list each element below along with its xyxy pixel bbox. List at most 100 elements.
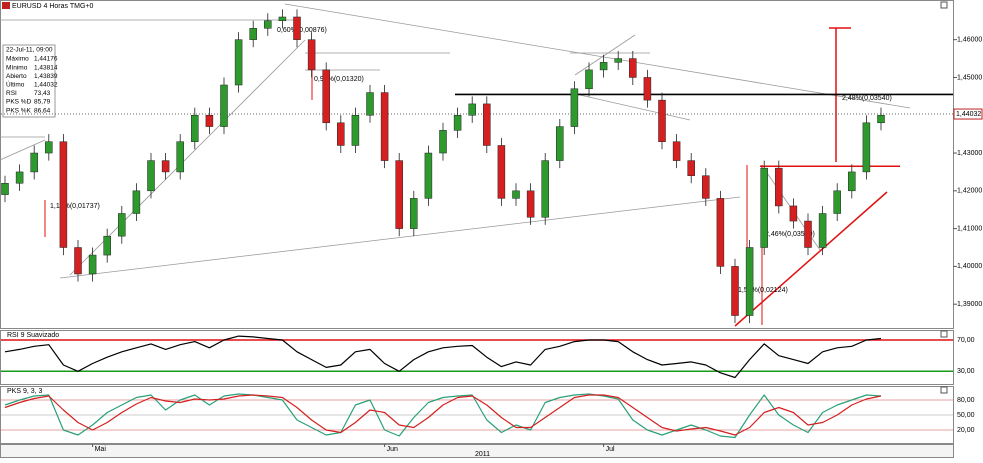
trendline — [579, 94, 691, 121]
candle-body — [775, 167, 783, 207]
candle-body — [833, 190, 841, 214]
candle-body — [702, 175, 710, 199]
candle-body — [147, 160, 155, 192]
info-label: PKS %D — [6, 99, 32, 106]
y-tick-label: 50,00 — [957, 412, 975, 419]
candle-body — [118, 213, 126, 237]
candle-body — [497, 145, 506, 199]
info-label: Mínimo — [6, 64, 28, 71]
candle-body — [103, 235, 111, 256]
candle-body — [132, 190, 141, 214]
symbol-icon — [2, 2, 10, 9]
y-tick-label: 1,43000 — [957, 150, 982, 157]
candle-body — [599, 62, 608, 71]
x-tick-label: Mai — [95, 446, 107, 453]
candle-body — [658, 99, 666, 142]
candle-body — [745, 247, 754, 316]
annotation: 2,46%(0,03540) — [765, 231, 815, 238]
annotation: 0,60%(0,00876) — [277, 27, 327, 34]
info-label: Último — [6, 80, 25, 89]
candle-body — [877, 114, 885, 124]
trendlines — [0, 3, 911, 279]
info-label: Máximo — [6, 56, 29, 63]
panel-title: RSI 9 Suavizado — [7, 332, 59, 339]
y-tick-label: 1,41000 — [957, 225, 982, 232]
price-panel — [0, 0, 954, 329]
maximize-button[interactable] — [940, 330, 948, 338]
info-date: 22-Jul-11, 09:00 — [6, 47, 53, 54]
candle-body — [161, 160, 170, 173]
trendline — [284, 3, 911, 109]
support-line — [734, 191, 888, 327]
indicator-line — [4, 335, 882, 379]
x-tick-label: Jun — [387, 446, 398, 453]
info-value: 1,44176 — [34, 56, 58, 63]
candle-body — [191, 114, 199, 142]
candle-body — [88, 254, 97, 275]
candle-body — [687, 160, 695, 176]
candle-body — [395, 160, 403, 229]
candle-body — [760, 167, 768, 248]
candle-body — [526, 190, 535, 218]
annotation: 2,48%(0,03540) — [842, 95, 892, 102]
candle-body — [410, 198, 418, 229]
candle-body — [74, 247, 82, 275]
candle-body — [614, 58, 622, 63]
candle-body — [59, 141, 68, 248]
annotation: 1,19%(0,01737) — [50, 203, 100, 210]
candle-body — [453, 114, 462, 131]
info-label: PKS %K — [6, 107, 32, 114]
indicator-line — [4, 394, 882, 436]
candle-body — [468, 103, 476, 116]
candle-body — [716, 198, 725, 267]
candle-body — [731, 266, 739, 316]
panel-title: PKS 9, 3, 3 — [7, 388, 43, 395]
candle-body — [804, 220, 812, 248]
info-box: 22-Jul-11, 09:00 Máximo 1,44176 Mínimo 1,43… — [2, 44, 58, 118]
trendline — [0, 139, 46, 161]
candle-body — [848, 171, 856, 192]
y-tick-label: 1,42000 — [957, 188, 982, 195]
candle-body — [789, 205, 798, 222]
candle-body — [15, 171, 24, 184]
candle-body — [30, 152, 38, 173]
y-tick-label: 80,00 — [957, 397, 975, 404]
candle-body — [818, 213, 827, 248]
candle-body — [672, 141, 681, 161]
annotation: 1,53%(0,02124) — [738, 287, 788, 294]
candle-body — [556, 126, 564, 161]
indicator-line — [4, 393, 882, 439]
maximize-button[interactable] — [940, 1, 948, 9]
candle-body — [570, 88, 579, 127]
candle-body — [293, 16, 301, 40]
y-tick-label: 70,00 — [957, 337, 975, 344]
y-tick-label: 1,45000 — [957, 74, 982, 81]
candle-body — [629, 58, 637, 78]
y-tick-label: 1,46000 — [957, 37, 982, 44]
y-tick-label: 30,00 — [957, 368, 975, 375]
trendline — [574, 34, 636, 76]
candle-body — [1, 183, 9, 195]
info-box-frame — [2, 44, 56, 118]
candle-body — [307, 39, 316, 71]
stoch-panel — [0, 386, 954, 444]
candle-body — [264, 20, 272, 29]
info-value: 1,43814 — [34, 64, 58, 71]
maximize-button[interactable] — [940, 386, 948, 394]
candle-body — [322, 69, 330, 124]
annotations: 0,60%(0,00876) 0,91%(0,01320) 1,19%(0,01… — [50, 27, 892, 294]
rsi-panel — [0, 330, 954, 385]
candle-body — [278, 16, 287, 22]
candle-body — [862, 122, 871, 173]
annotation: 0,91%(0,01320) — [314, 76, 364, 83]
candle-body — [249, 28, 257, 40]
last-price-box — [953, 108, 983, 120]
info-label: RSI — [6, 90, 17, 97]
candle-body — [380, 92, 389, 161]
candle-body — [337, 122, 345, 146]
info-value: 1,44032 — [34, 82, 58, 89]
candle-body — [512, 190, 520, 199]
y-tick-label: 1,39000 — [957, 301, 982, 308]
candle-body — [643, 77, 652, 101]
